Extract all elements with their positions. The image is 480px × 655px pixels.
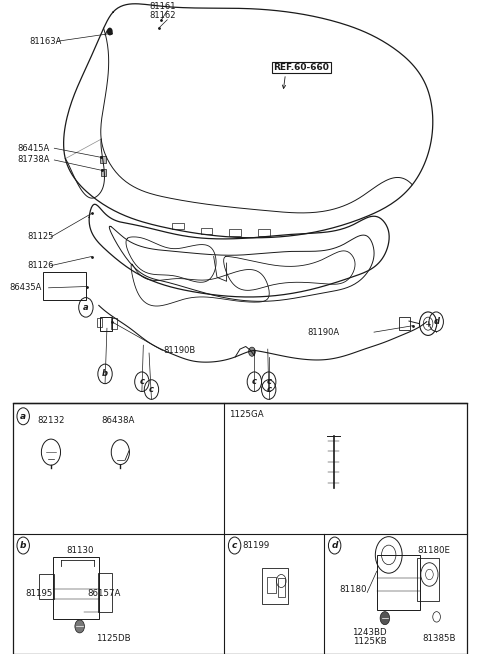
Bar xyxy=(399,317,410,330)
Bar xyxy=(100,317,112,331)
Bar xyxy=(262,568,288,604)
Bar xyxy=(111,318,117,329)
Bar xyxy=(101,169,107,176)
Bar xyxy=(43,272,86,299)
Bar xyxy=(172,223,183,229)
Text: 1125GA: 1125GA xyxy=(229,411,264,419)
Text: b: b xyxy=(20,541,26,550)
Text: 81161: 81161 xyxy=(149,1,176,10)
Text: 82132: 82132 xyxy=(37,416,65,425)
Text: 81126: 81126 xyxy=(27,261,53,270)
Text: 1243BD: 1243BD xyxy=(352,627,387,637)
Bar xyxy=(98,573,112,612)
Circle shape xyxy=(75,620,84,633)
Text: c: c xyxy=(266,385,271,394)
Bar xyxy=(12,403,468,654)
Text: d: d xyxy=(331,541,338,550)
Text: b: b xyxy=(102,369,108,379)
Text: c: c xyxy=(139,377,144,386)
Text: 81180: 81180 xyxy=(339,586,367,595)
Text: 81130: 81130 xyxy=(66,546,94,555)
Text: a: a xyxy=(20,412,26,421)
Text: 86438A: 86438A xyxy=(101,416,135,425)
Bar xyxy=(258,229,270,236)
Circle shape xyxy=(107,28,113,35)
Text: d: d xyxy=(433,317,439,326)
Text: 81125: 81125 xyxy=(27,233,53,242)
Bar xyxy=(278,578,285,597)
Text: 81180E: 81180E xyxy=(418,546,451,555)
Text: 86157A: 86157A xyxy=(87,589,120,598)
Text: 81199: 81199 xyxy=(242,541,270,550)
Circle shape xyxy=(380,612,390,625)
Text: 81385B: 81385B xyxy=(422,634,456,643)
Bar xyxy=(97,318,102,327)
Text: c: c xyxy=(266,377,271,386)
Text: 86435A: 86435A xyxy=(9,284,42,292)
Text: c: c xyxy=(232,541,237,550)
Bar xyxy=(418,558,439,601)
Text: c: c xyxy=(149,385,154,394)
Text: REF.60-660: REF.60-660 xyxy=(274,63,329,72)
Text: 81738A: 81738A xyxy=(17,155,50,164)
Text: 81190A: 81190A xyxy=(307,328,339,337)
Text: 81195: 81195 xyxy=(25,589,53,598)
Text: 81190B: 81190B xyxy=(163,346,196,355)
Bar xyxy=(229,229,241,236)
Bar xyxy=(377,555,420,610)
Text: 86415A: 86415A xyxy=(17,143,50,153)
Bar xyxy=(39,574,54,599)
Text: a: a xyxy=(83,303,89,312)
Circle shape xyxy=(249,347,255,356)
Text: 1125DB: 1125DB xyxy=(96,634,131,643)
Text: c: c xyxy=(252,377,257,386)
Bar xyxy=(53,557,99,618)
Text: 1125KB: 1125KB xyxy=(353,637,386,646)
Text: 81163A: 81163A xyxy=(29,37,62,46)
Bar xyxy=(201,228,212,234)
Text: 81162: 81162 xyxy=(149,10,176,20)
Bar xyxy=(100,156,106,162)
Bar xyxy=(267,577,276,593)
